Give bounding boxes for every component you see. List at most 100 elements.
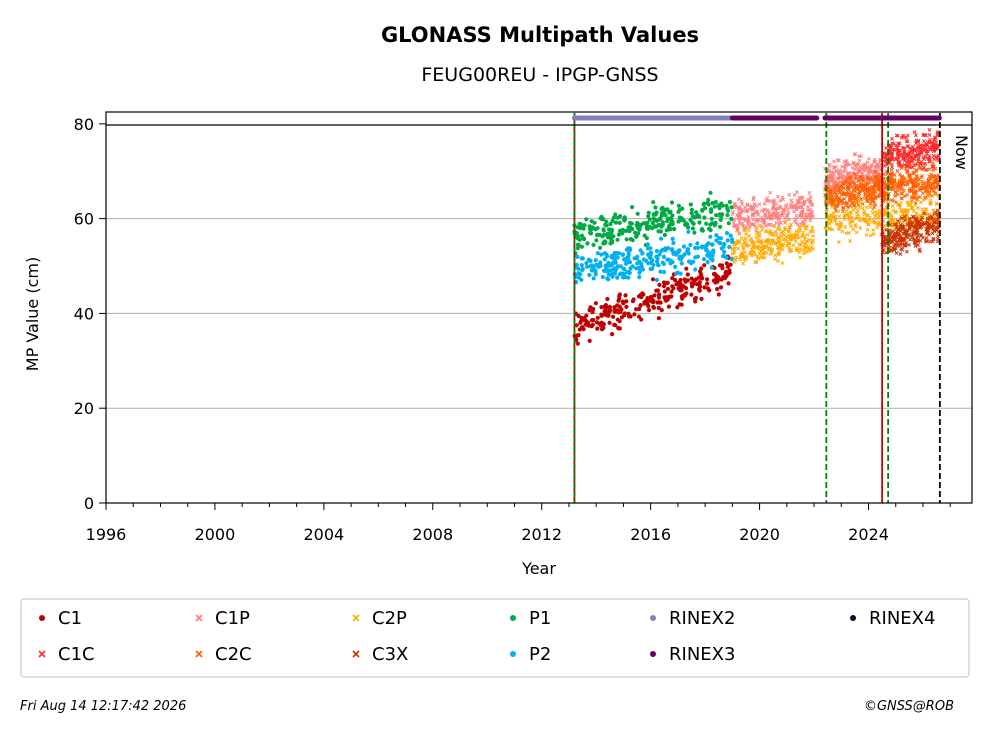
data-point — [776, 245, 781, 250]
data-point — [834, 169, 839, 173]
data-point — [768, 190, 773, 195]
data-point — [578, 320, 583, 325]
data-point — [872, 205, 877, 209]
data-point — [737, 231, 742, 236]
data-point — [914, 190, 919, 195]
data-point — [608, 221, 613, 227]
data-point — [896, 141, 901, 146]
data-point — [714, 238, 719, 243]
data-point — [898, 186, 903, 191]
data-point — [931, 142, 935, 147]
data-point — [876, 187, 881, 192]
data-point — [656, 305, 661, 310]
data-point — [756, 212, 761, 217]
data-point — [669, 200, 675, 205]
data-point — [792, 219, 797, 224]
data-point — [612, 308, 617, 313]
data-point — [741, 247, 746, 252]
data-point — [833, 190, 838, 195]
data-point — [746, 219, 751, 223]
data-point — [865, 176, 870, 181]
data-point — [907, 217, 912, 221]
data-point — [647, 217, 652, 222]
data-point — [594, 320, 600, 325]
data-point — [895, 145, 900, 150]
data-point — [738, 206, 743, 211]
data-point — [826, 196, 831, 201]
data-point — [688, 217, 693, 223]
data-point — [768, 216, 773, 221]
data-point — [832, 180, 837, 185]
data-point — [828, 193, 832, 198]
data-point — [610, 332, 615, 337]
data-point — [856, 195, 861, 200]
data-point — [591, 264, 596, 269]
data-point — [805, 204, 810, 209]
data-point — [688, 242, 693, 248]
data-point — [657, 252, 662, 257]
data-point — [874, 164, 879, 169]
data-point — [830, 205, 835, 210]
data-point — [901, 176, 906, 180]
data-point — [857, 216, 862, 221]
data-point — [929, 193, 934, 198]
data-point — [834, 165, 839, 170]
data-point — [919, 159, 924, 164]
data-point — [730, 247, 735, 252]
x-axis-ticks: 1996 2000 2004 2008 2012 2016 2020 2024 — [86, 503, 951, 544]
y-tick-label: 80 — [74, 115, 94, 134]
data-point — [773, 229, 778, 234]
data-point — [871, 188, 876, 193]
data-point — [727, 199, 733, 205]
data-point — [826, 213, 831, 218]
data-point — [877, 173, 882, 178]
data-point — [901, 188, 906, 193]
data-point — [767, 247, 772, 252]
data-point — [923, 133, 927, 137]
data-point — [696, 275, 701, 280]
data-point — [866, 170, 871, 175]
data-point — [745, 209, 750, 214]
data-point — [626, 270, 631, 275]
data-point — [770, 213, 774, 218]
data-point — [895, 151, 900, 156]
data-point — [661, 280, 667, 285]
data-point — [780, 247, 785, 252]
data-point — [624, 299, 629, 304]
data-point — [588, 305, 593, 310]
data-point — [920, 144, 925, 148]
data-point — [906, 208, 911, 213]
data-point — [604, 254, 610, 259]
data-point — [890, 180, 894, 185]
data-point — [576, 266, 581, 271]
data-point — [808, 229, 813, 234]
data-point — [900, 179, 905, 184]
data-point — [675, 305, 680, 310]
data-point — [898, 252, 903, 256]
y-tick-label: 60 — [74, 210, 94, 229]
data-point — [743, 218, 748, 223]
data-point — [767, 210, 771, 215]
data-point — [720, 263, 725, 268]
legend-marker — [39, 615, 45, 621]
data-point — [726, 221, 731, 226]
data-point — [902, 214, 907, 219]
data-point — [582, 317, 587, 322]
data-point — [921, 198, 926, 203]
data-point — [921, 155, 926, 160]
data-point — [804, 239, 809, 244]
data-point — [648, 253, 653, 258]
data-point — [834, 183, 839, 188]
data-point — [873, 169, 878, 174]
data-point — [626, 225, 631, 230]
data-point — [895, 202, 900, 207]
data-point — [894, 225, 899, 229]
data-point — [857, 189, 862, 194]
data-point — [898, 229, 903, 233]
data-point — [907, 155, 912, 160]
data-point — [865, 189, 870, 194]
data-point — [624, 304, 629, 309]
data-point — [916, 178, 920, 183]
data-point — [745, 221, 750, 226]
data-point — [599, 320, 604, 325]
